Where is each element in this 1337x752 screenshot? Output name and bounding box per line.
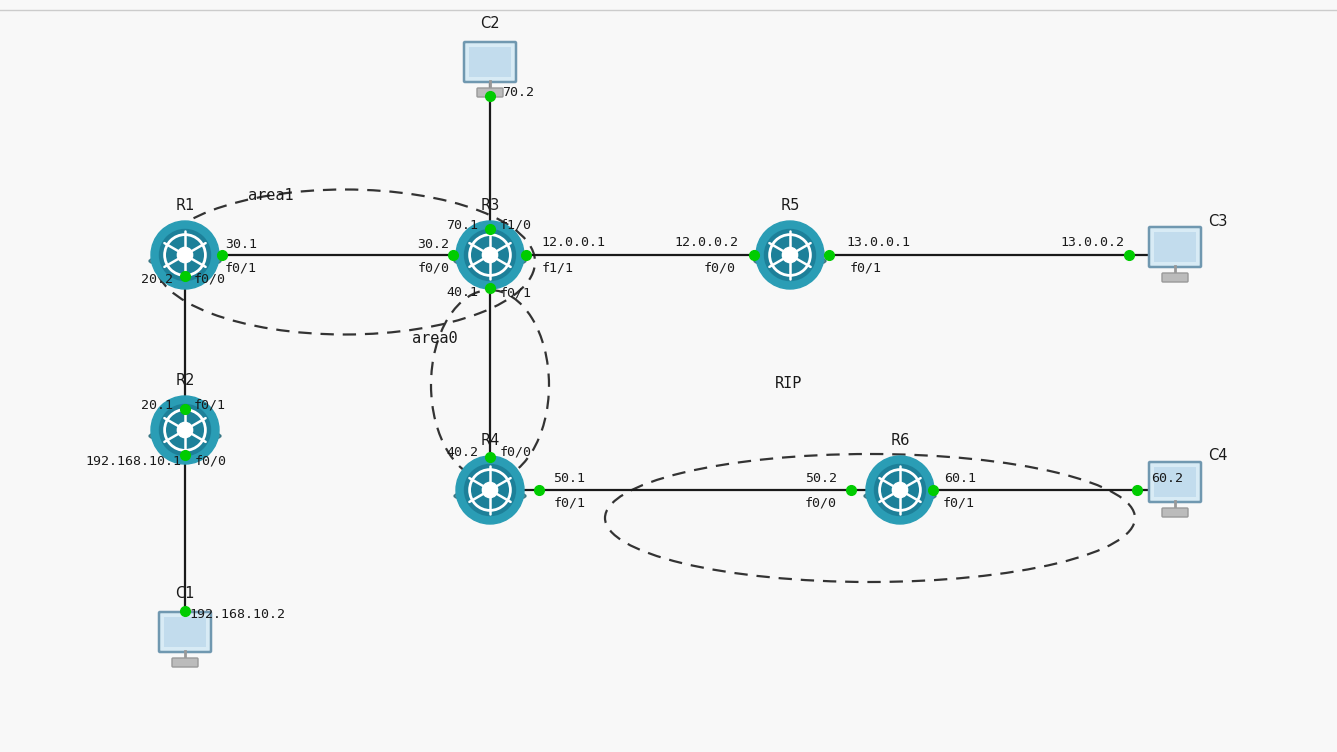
Text: R3: R3 — [480, 198, 500, 213]
Ellipse shape — [864, 490, 936, 502]
Ellipse shape — [455, 255, 525, 267]
Text: f0/1: f0/1 — [943, 496, 975, 510]
Text: 30.1: 30.1 — [225, 238, 257, 250]
Text: f0/0: f0/0 — [195, 455, 227, 468]
Text: RIP: RIP — [775, 376, 802, 391]
FancyBboxPatch shape — [1162, 508, 1189, 517]
Text: 60.1: 60.1 — [944, 472, 976, 484]
FancyBboxPatch shape — [1148, 227, 1201, 267]
FancyBboxPatch shape — [477, 88, 503, 97]
Ellipse shape — [483, 482, 497, 498]
FancyBboxPatch shape — [464, 42, 516, 82]
Text: f0/1: f0/1 — [500, 286, 532, 299]
Text: R4: R4 — [480, 433, 500, 448]
Text: R2: R2 — [175, 373, 195, 388]
Ellipse shape — [754, 255, 826, 267]
Ellipse shape — [456, 221, 524, 289]
Ellipse shape — [178, 247, 193, 262]
Text: f1/1: f1/1 — [541, 262, 574, 274]
Ellipse shape — [782, 247, 798, 262]
Text: 192.168.10.1: 192.168.10.1 — [86, 455, 180, 468]
Text: f0/1: f0/1 — [850, 262, 882, 274]
FancyBboxPatch shape — [159, 612, 211, 652]
Text: 70.2: 70.2 — [501, 86, 533, 99]
Text: 13.0.0.2: 13.0.0.2 — [1060, 236, 1124, 250]
Text: R1: R1 — [175, 198, 195, 213]
Text: 40.2: 40.2 — [447, 446, 479, 459]
Ellipse shape — [455, 490, 525, 502]
Ellipse shape — [178, 423, 193, 438]
Ellipse shape — [151, 221, 219, 289]
Text: 13.0.0.1: 13.0.0.1 — [846, 236, 910, 250]
Ellipse shape — [151, 396, 219, 464]
Ellipse shape — [765, 229, 816, 280]
Text: f1/0: f1/0 — [500, 219, 532, 232]
Ellipse shape — [159, 405, 210, 456]
Text: C1: C1 — [175, 586, 195, 601]
FancyBboxPatch shape — [1154, 467, 1197, 497]
FancyBboxPatch shape — [172, 658, 198, 667]
FancyBboxPatch shape — [1162, 273, 1189, 282]
Text: 192.168.10.2: 192.168.10.2 — [189, 608, 285, 621]
Text: f0/0: f0/0 — [705, 262, 735, 274]
Text: 60.2: 60.2 — [1151, 472, 1183, 484]
Text: R6: R6 — [890, 433, 909, 448]
Text: C3: C3 — [1209, 214, 1227, 229]
Text: 20.2: 20.2 — [140, 273, 172, 286]
Text: 12.0.0.1: 12.0.0.1 — [541, 236, 606, 250]
Text: area1: area1 — [247, 188, 294, 203]
Text: 50.1: 50.1 — [554, 472, 586, 484]
Ellipse shape — [148, 430, 221, 442]
Text: 70.1: 70.1 — [447, 219, 479, 232]
Ellipse shape — [159, 229, 210, 280]
Ellipse shape — [456, 456, 524, 524]
Text: f0/0: f0/0 — [194, 273, 226, 286]
Ellipse shape — [755, 221, 824, 289]
Ellipse shape — [464, 465, 516, 516]
FancyBboxPatch shape — [1148, 462, 1201, 502]
Text: f0/0: f0/0 — [805, 496, 837, 510]
Text: 30.2: 30.2 — [417, 238, 449, 250]
Text: 50.2: 50.2 — [805, 472, 837, 484]
Ellipse shape — [148, 255, 221, 267]
Text: R5: R5 — [781, 198, 800, 213]
FancyBboxPatch shape — [469, 47, 511, 77]
Text: f0/0: f0/0 — [500, 446, 532, 459]
Text: f0/1: f0/1 — [194, 399, 226, 412]
Ellipse shape — [866, 456, 935, 524]
Text: C4: C4 — [1209, 448, 1227, 463]
Ellipse shape — [464, 229, 516, 280]
Ellipse shape — [483, 247, 497, 262]
Text: area0: area0 — [412, 331, 457, 346]
FancyBboxPatch shape — [1154, 232, 1197, 262]
Text: f0/1: f0/1 — [554, 496, 586, 510]
Ellipse shape — [874, 465, 925, 516]
Ellipse shape — [892, 482, 908, 498]
FancyBboxPatch shape — [164, 617, 206, 647]
Text: 40.1: 40.1 — [447, 286, 479, 299]
Text: 12.0.0.2: 12.0.0.2 — [674, 236, 738, 250]
Text: f0/1: f0/1 — [225, 262, 257, 274]
Text: 20.1: 20.1 — [140, 399, 172, 412]
Text: C2: C2 — [480, 16, 500, 31]
Text: f0/0: f0/0 — [417, 262, 449, 274]
